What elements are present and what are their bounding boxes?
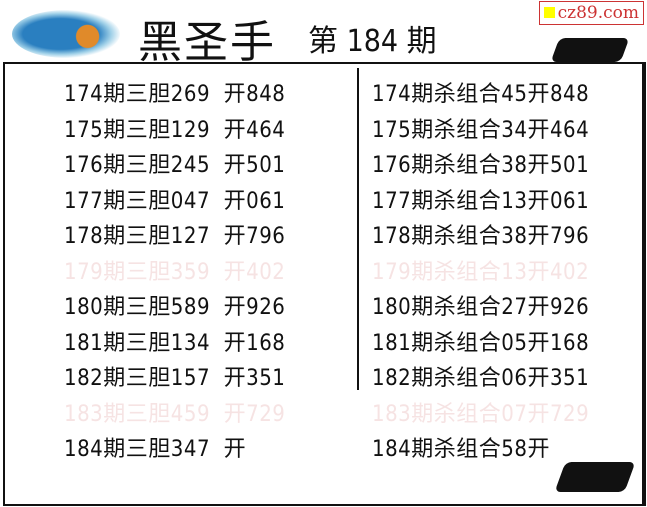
page-title: 黑圣手 [138,17,276,68]
column-divider [357,68,359,390]
right-row: 178期杀组合38开796 [372,224,590,249]
ink-decoration-top [550,38,630,62]
left-row: 177期三胆047 开061 [64,189,286,214]
left-row-faded: 183期三胆459 开729 [64,402,286,427]
right-row-faded: 179期杀组合13开402 [372,260,590,285]
left-row: 175期三胆129 开464 [64,118,286,143]
right-row: 177期杀组合13开061 [372,189,590,214]
left-row: 182期三胆157 开351 [64,366,286,391]
right-row: 176期杀组合38开501 [372,153,590,178]
right-row: 182期杀组合06开351 [372,366,590,391]
ink-decoration-bottom [554,462,636,492]
right-row: 175期杀组合34开464 [372,118,590,143]
left-row: 176期三胆245 开501 [64,153,286,178]
yellow-square-icon [543,7,555,18]
issue-number: 第 184 期 [308,24,437,59]
watermark-badge: cz89.com [538,1,644,25]
left-row-faded: 179期三胆359 开402 [64,260,286,285]
left-row: 180期三胆589 开926 [64,295,286,320]
right-row: 181期杀组合05开168 [372,331,590,356]
logo-image [12,10,120,58]
header: 黑圣手 第 184 期 cz89.com [0,0,647,68]
right-row: 184期杀组合58开 [372,437,550,462]
watermark-text: cz89.com [557,3,639,23]
right-row: 180期杀组合27开926 [372,295,590,320]
right-row: 174期杀组合45开848 [372,82,590,107]
left-row: 184期三胆347 开 [64,437,247,462]
left-row: 181期三胆134 开168 [64,331,286,356]
right-row-faded: 183期杀组合07开729 [372,402,590,427]
content-frame [3,62,646,506]
left-row: 178期三胆127 开796 [64,224,286,249]
left-row: 174期三胆269 开848 [64,82,286,107]
